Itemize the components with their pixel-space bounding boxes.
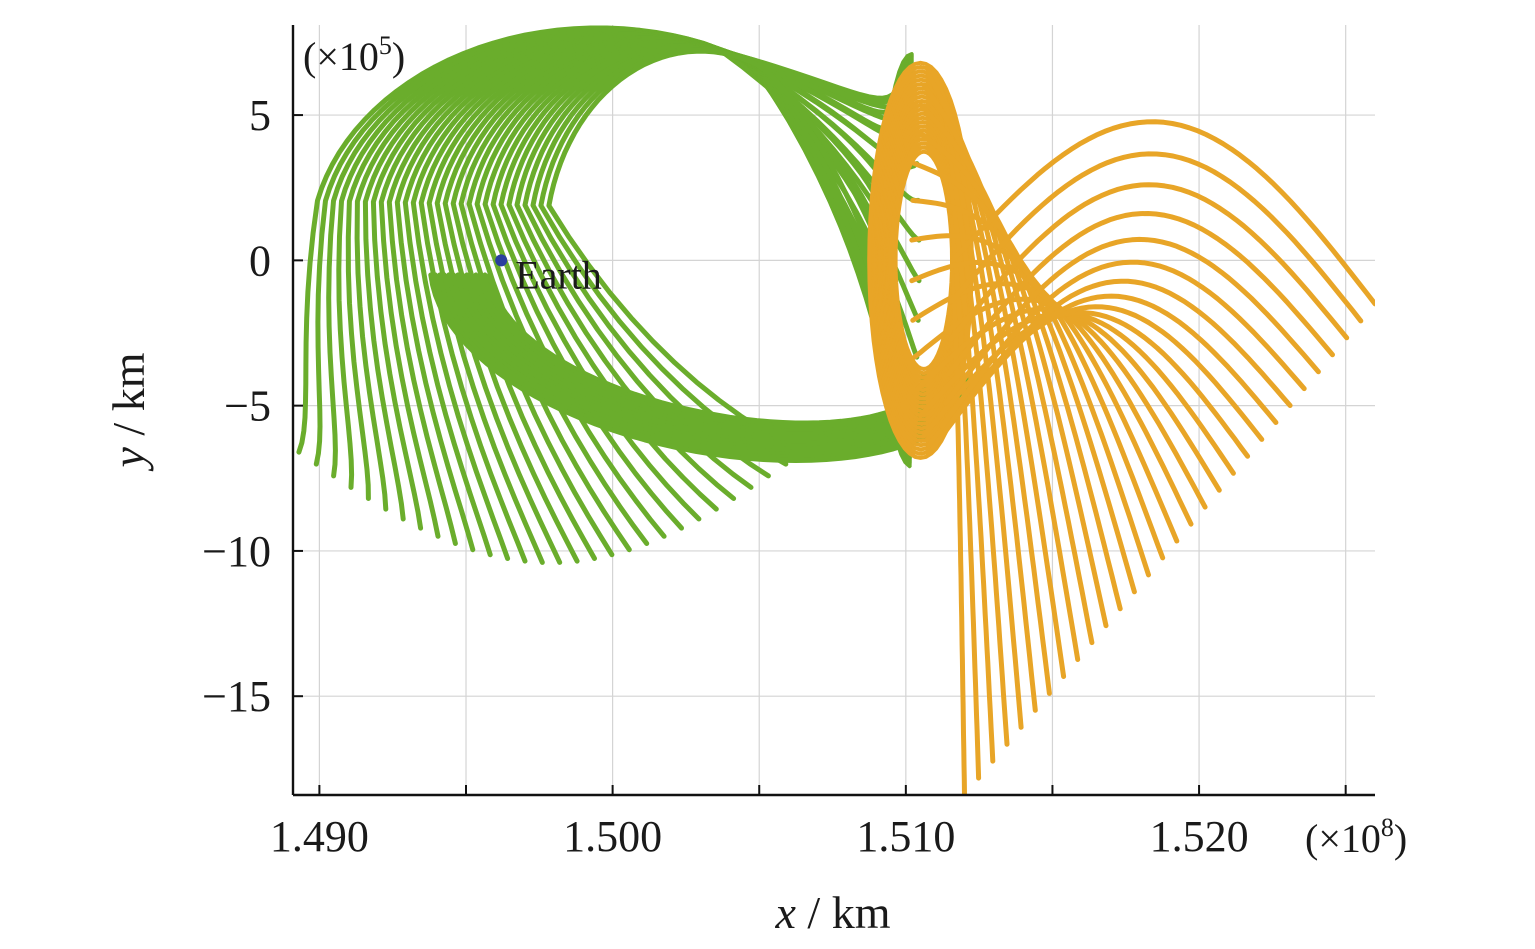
- trajectory-a: [514, 45, 895, 501]
- trajectory-b: [939, 92, 1038, 713]
- trajectory-a-inner: [464, 272, 944, 440]
- trajectory-b: [949, 217, 982, 781]
- x-tick-label: 1.520: [1150, 812, 1249, 861]
- trajectory-b: [935, 278, 1293, 444]
- y-ticks: −15 −10 −5 0 5: [202, 91, 303, 721]
- y-scale-label: (×105): [303, 31, 405, 79]
- plot-area: [296, 25, 1375, 795]
- y-axis-label: y / km: [103, 352, 154, 471]
- trajectory-b: [949, 151, 1364, 324]
- earth-marker: [495, 254, 508, 267]
- trajectory-b: [943, 236, 1321, 406]
- trajectory-a: [546, 48, 890, 455]
- trajectory-b: [926, 72, 1081, 662]
- trajectory-b: [948, 182, 1350, 342]
- trajectory-b: [946, 211, 1335, 377]
- trajectory-b: [909, 260, 1180, 544]
- y-tick-label: 5: [249, 91, 271, 140]
- x-tick-label: 1.510: [856, 812, 955, 861]
- y-tick-label: −15: [202, 672, 271, 721]
- trajectory-b: [950, 119, 1375, 307]
- axes: [291, 25, 1375, 797]
- trajectory-b: [922, 83, 1095, 646]
- trajectory-b: [922, 310, 1251, 459]
- trajectory-b: [943, 114, 1024, 730]
- trajectory-a: [530, 47, 891, 479]
- series-b: [867, 60, 1375, 795]
- x-tick-label: 1.490: [270, 812, 369, 861]
- x-tick-label: 1.500: [563, 812, 662, 861]
- x-ticks: 1.490 1.500 1.510 1.520: [270, 785, 1347, 861]
- earth-label: Earth: [515, 252, 602, 297]
- x-scale-label: (×108): [1305, 813, 1407, 861]
- x-axis-label: x / km: [775, 887, 891, 938]
- y-tick-label: −5: [224, 382, 271, 431]
- trajectory-b: [950, 257, 967, 795]
- trajectory-a: [538, 47, 890, 467]
- trajectory-a: [522, 46, 893, 490]
- y-tick-label: −10: [202, 527, 271, 576]
- y-tick-label: 0: [249, 236, 271, 285]
- trajectory-b: [939, 259, 1307, 429]
